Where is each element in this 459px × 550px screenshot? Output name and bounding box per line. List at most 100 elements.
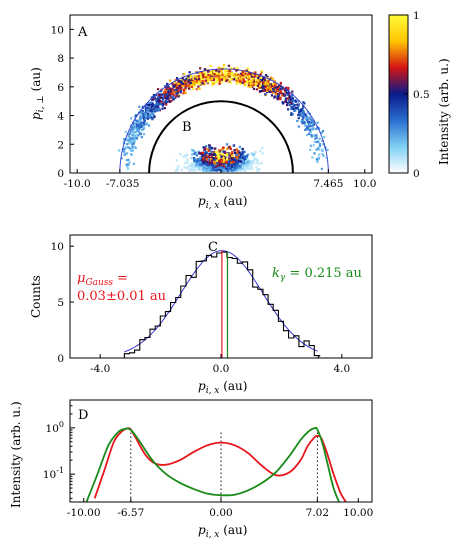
heatmap-point xyxy=(215,169,219,172)
heatmap-point xyxy=(321,152,324,156)
heatmap-point xyxy=(209,153,212,156)
heatmap-point xyxy=(233,149,236,152)
heatmap-point xyxy=(285,91,288,95)
heatmap-point xyxy=(164,84,167,88)
heatmap-point xyxy=(321,130,325,133)
heatmap-point xyxy=(151,112,154,115)
heatmap-point xyxy=(190,156,193,160)
heatmap-point xyxy=(224,160,228,163)
heatmap-point xyxy=(235,161,239,164)
heatmap-point xyxy=(236,82,239,85)
heatmap-point xyxy=(221,165,224,168)
heatmap-point xyxy=(251,76,254,79)
heatmap-point xyxy=(220,76,223,79)
heatmap-point xyxy=(224,163,228,167)
heatmap-point xyxy=(232,74,235,77)
heatmap-point xyxy=(212,153,216,156)
heatmap-point xyxy=(270,94,274,97)
heatmap-point xyxy=(131,145,134,148)
heatmap-point xyxy=(226,153,229,156)
heatmap-point xyxy=(306,110,310,114)
x-tick-label: 4.0 xyxy=(333,363,350,375)
heatmap-point xyxy=(188,78,191,82)
heatmap-point xyxy=(164,88,167,91)
heatmap-point xyxy=(232,72,235,76)
heatmap-point xyxy=(125,152,129,155)
heatmap-point xyxy=(142,127,145,131)
heatmap-point xyxy=(219,162,223,165)
heatmap-point xyxy=(302,111,306,114)
heatmap-point xyxy=(202,160,206,164)
heatmap-point xyxy=(247,85,250,88)
heatmap-point xyxy=(215,161,219,164)
heatmap-point xyxy=(227,80,230,83)
heatmap-point xyxy=(290,101,293,104)
heatmap-point xyxy=(302,120,305,123)
heatmap-point xyxy=(207,166,210,169)
heatmap-point xyxy=(255,78,258,81)
heatmap-point xyxy=(260,86,263,89)
heatmap-point xyxy=(220,81,223,84)
heatmap-point xyxy=(212,165,215,168)
heatmap-point xyxy=(272,85,275,88)
heatmap-point xyxy=(207,76,210,79)
heatmap-point xyxy=(265,81,268,84)
heatmap-point xyxy=(233,151,237,155)
heatmap-point xyxy=(261,146,264,150)
heatmap-point xyxy=(166,82,169,86)
heatmap-point xyxy=(229,167,232,170)
heatmap-point xyxy=(220,160,224,163)
heatmap-point xyxy=(315,136,318,140)
heatmap-point xyxy=(255,84,258,87)
heatmap-point xyxy=(198,163,202,166)
panel-c-ylabel: Counts xyxy=(29,275,43,318)
heatmap-point xyxy=(238,151,241,154)
heatmap-point xyxy=(134,131,137,134)
heatmap-point xyxy=(237,154,240,157)
heatmap-point xyxy=(200,78,203,81)
heatmap-point xyxy=(207,73,210,77)
heatmap-point xyxy=(291,97,295,100)
heatmap-point xyxy=(222,159,226,162)
heatmap-point xyxy=(307,128,310,131)
heatmap-point xyxy=(218,80,222,83)
heatmap-point xyxy=(190,85,194,88)
heatmap-point xyxy=(316,121,319,124)
heatmap-point xyxy=(238,78,241,81)
heatmap-point xyxy=(281,94,284,97)
heatmap-point xyxy=(205,162,209,166)
heatmap-point xyxy=(175,168,179,172)
heatmap-point xyxy=(228,73,232,76)
heatmap-point xyxy=(290,113,293,116)
heatmap-point xyxy=(161,107,164,110)
heatmap-point xyxy=(196,165,200,169)
heatmap-point xyxy=(207,78,211,81)
heatmap-point xyxy=(192,149,195,152)
heatmap-point xyxy=(144,111,147,114)
heatmap-point xyxy=(175,88,178,91)
heatmap-point xyxy=(190,168,193,172)
heatmap-point xyxy=(203,162,207,166)
heatmap-point xyxy=(165,90,168,94)
heatmap-point xyxy=(308,125,311,128)
heatmap-point xyxy=(309,144,312,147)
heatmap-point xyxy=(179,153,182,156)
heatmap-point xyxy=(141,128,144,132)
heatmap-point xyxy=(263,79,266,82)
heatmap-point xyxy=(235,69,238,72)
heatmap-point xyxy=(202,72,205,75)
colorbar-tick-label: 1 xyxy=(413,10,420,22)
heatmap-point xyxy=(134,134,137,137)
heatmap-point xyxy=(187,84,190,87)
heatmap-point xyxy=(188,85,191,89)
heatmap-point xyxy=(164,101,168,104)
heatmap-point xyxy=(161,104,164,107)
heatmap-point xyxy=(198,87,201,90)
heatmap-point xyxy=(204,154,207,158)
heatmap-point xyxy=(132,162,135,165)
heatmap-point xyxy=(139,132,143,135)
heatmap-point xyxy=(249,75,252,79)
heatmap-point xyxy=(246,163,250,166)
heatmap-point xyxy=(252,162,255,165)
heatmap-point xyxy=(259,90,262,93)
